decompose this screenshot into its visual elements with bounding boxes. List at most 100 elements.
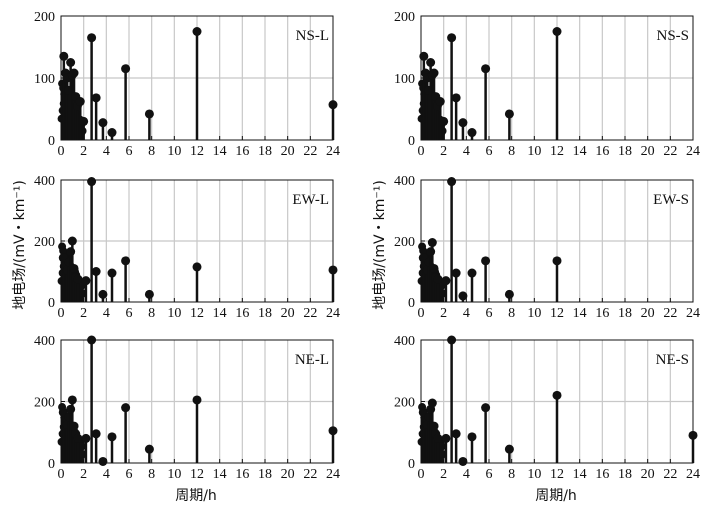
- x-tick-label: 0: [58, 306, 65, 321]
- y-tick-label: 200: [394, 235, 415, 250]
- stem-marker: [481, 256, 491, 266]
- stem-marker: [504, 109, 514, 119]
- stem-marker: [458, 118, 468, 128]
- x-tick-label: 6: [126, 144, 133, 159]
- x-tick-label: 8: [148, 306, 155, 321]
- x-tick-label: 18: [618, 144, 632, 159]
- stem-marker: [467, 268, 477, 278]
- x-tick-label: 10: [167, 306, 181, 321]
- x-tick-label: 4: [103, 467, 110, 482]
- x-tick-label: 16: [235, 467, 249, 482]
- stem-marker: [328, 426, 338, 436]
- stem-marker: [144, 444, 154, 454]
- stem-marker: [98, 456, 108, 466]
- x-tick-label: 22: [663, 306, 677, 321]
- y-tick-label: 400: [34, 334, 55, 349]
- stem-marker: [427, 398, 437, 408]
- stem-marker: [66, 404, 76, 414]
- stem-marker: [447, 33, 457, 43]
- x-tick-label: 4: [103, 306, 110, 321]
- y-tick-label: 0: [408, 457, 415, 472]
- stem-marker: [75, 97, 85, 107]
- y-tick-label: 400: [394, 174, 415, 189]
- panel-title: EW-L: [292, 192, 329, 208]
- x-tick-label: 14: [573, 467, 587, 482]
- stem-marker: [91, 93, 101, 103]
- x-tick-label: 22: [303, 306, 317, 321]
- cluster-marker: [438, 289, 447, 298]
- x-tick-label: 12: [550, 306, 564, 321]
- x-tick-label: 24: [326, 144, 340, 159]
- stem-marker: [439, 116, 449, 126]
- cluster-marker: [78, 450, 87, 459]
- x-tick-label: 2: [80, 306, 87, 321]
- y-tick-label: 200: [34, 10, 55, 25]
- panel-title: NS-S: [656, 28, 689, 44]
- x-tick-label: 22: [663, 144, 677, 159]
- x-tick-label: 6: [486, 467, 493, 482]
- x-tick-label: 18: [258, 306, 272, 321]
- cluster-marker: [78, 289, 87, 298]
- y-tick-label: 0: [408, 134, 415, 149]
- x-tick-label: 24: [686, 467, 700, 482]
- x-tick-label: 10: [167, 467, 181, 482]
- x-tick-label: 20: [281, 306, 295, 321]
- x-tick-label: 10: [527, 144, 541, 159]
- x-tick-label: 4: [463, 144, 470, 159]
- x-tick-label: 12: [190, 306, 204, 321]
- stem-marker: [87, 33, 97, 43]
- stem-marker: [481, 403, 491, 413]
- x-tick-label: 14: [213, 467, 227, 482]
- y-tick-label: 100: [34, 72, 55, 87]
- stem-marker: [552, 27, 562, 36]
- stem-marker: [144, 289, 154, 299]
- x-tick-label: 8: [148, 467, 155, 482]
- cluster-marker: [78, 442, 87, 451]
- x-tick-label: 4: [463, 467, 470, 482]
- x-tick-label: 8: [148, 144, 155, 159]
- stem-marker: [433, 274, 443, 284]
- stem-marker: [59, 51, 69, 61]
- x-tick-label: 0: [58, 467, 65, 482]
- cluster-marker: [438, 450, 447, 459]
- x-tick-label: 20: [281, 144, 295, 159]
- x-tick-label: 14: [213, 306, 227, 321]
- x-tick-label: 16: [235, 306, 249, 321]
- x-tick-label: 20: [641, 467, 655, 482]
- x-tick-label: 2: [440, 144, 447, 159]
- panel-title: NE-L: [295, 352, 329, 368]
- y-tick-label: 0: [48, 457, 55, 472]
- y-tick-label: 0: [48, 296, 55, 311]
- x-tick-label: 4: [103, 144, 110, 159]
- stem-marker: [121, 403, 131, 413]
- stem-marker: [121, 256, 131, 266]
- x-tick-label: 6: [486, 144, 493, 159]
- y-tick-label: 0: [48, 134, 55, 149]
- stem-marker: [552, 390, 562, 400]
- stem-marker: [504, 289, 514, 299]
- stem-marker: [504, 444, 514, 454]
- stem-marker: [441, 433, 451, 443]
- x-tick-label: 10: [167, 144, 181, 159]
- stem-marker: [451, 93, 461, 103]
- y-tick-label: 100: [394, 72, 415, 87]
- x-tick-label: 20: [641, 144, 655, 159]
- stem-marker: [81, 276, 91, 286]
- x-tick-label: 6: [126, 306, 133, 321]
- x-tick-label: 0: [418, 306, 425, 321]
- y-tick-label: 200: [394, 396, 415, 411]
- stem-marker: [451, 429, 461, 439]
- x-tick-label: 20: [281, 467, 295, 482]
- stem-marker: [87, 335, 97, 345]
- y-tick-label: 200: [34, 396, 55, 411]
- stem-marker: [447, 335, 457, 345]
- stem-marker: [467, 432, 477, 442]
- cluster-marker: [59, 246, 68, 255]
- x-tick-label: 22: [303, 144, 317, 159]
- x-tick-label: 8: [508, 306, 515, 321]
